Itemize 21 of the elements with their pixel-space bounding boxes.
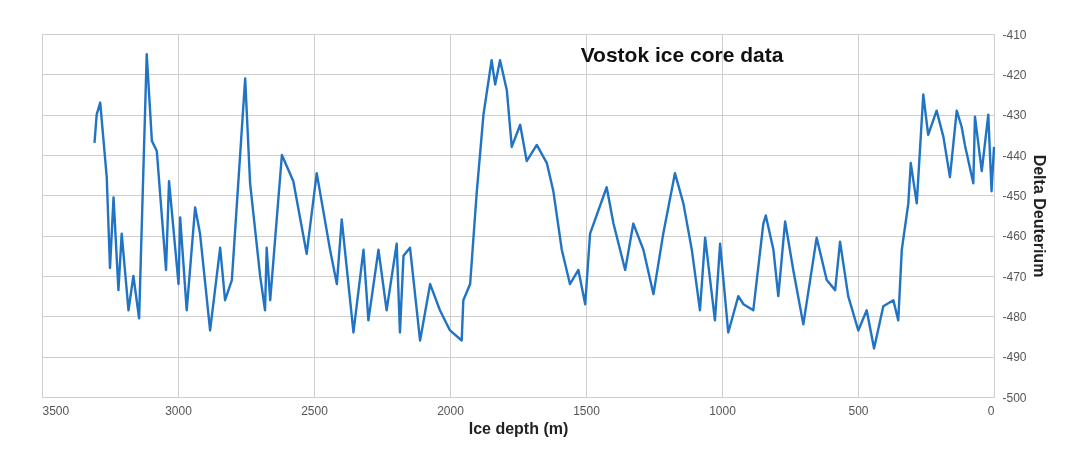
y-tick-label: -450: [1002, 188, 1027, 203]
y-tick-label: -490: [1002, 350, 1027, 365]
chart-title: Vostok ice core data: [580, 43, 784, 66]
x-axis-title: Ice depth (m): [468, 419, 569, 437]
y-axis-title: Delta Deuterium: [1030, 154, 1048, 278]
y-tick-label: -420: [1002, 67, 1027, 82]
x-tick-label: 3000: [165, 403, 193, 418]
x-tick-label: 1000: [709, 403, 737, 418]
x-tick-label: 1500: [573, 403, 601, 418]
y-tick-label: -480: [1002, 309, 1027, 324]
y-tick-label: -410: [1002, 27, 1027, 42]
y-tick-label: -430: [1002, 108, 1027, 123]
x-tick-label: 0: [987, 403, 995, 418]
y-tick-label: -500: [1002, 390, 1027, 405]
x-tick-label: 2500: [301, 403, 329, 418]
x-tick-label: 500: [848, 403, 869, 418]
y-tick-label: -470: [1002, 269, 1027, 284]
x-tick-label: 2000: [437, 403, 465, 418]
y-tick-label: -460: [1002, 229, 1027, 244]
x-tick-label: 3500: [42, 403, 70, 418]
y-tick-label: -440: [1002, 148, 1027, 163]
